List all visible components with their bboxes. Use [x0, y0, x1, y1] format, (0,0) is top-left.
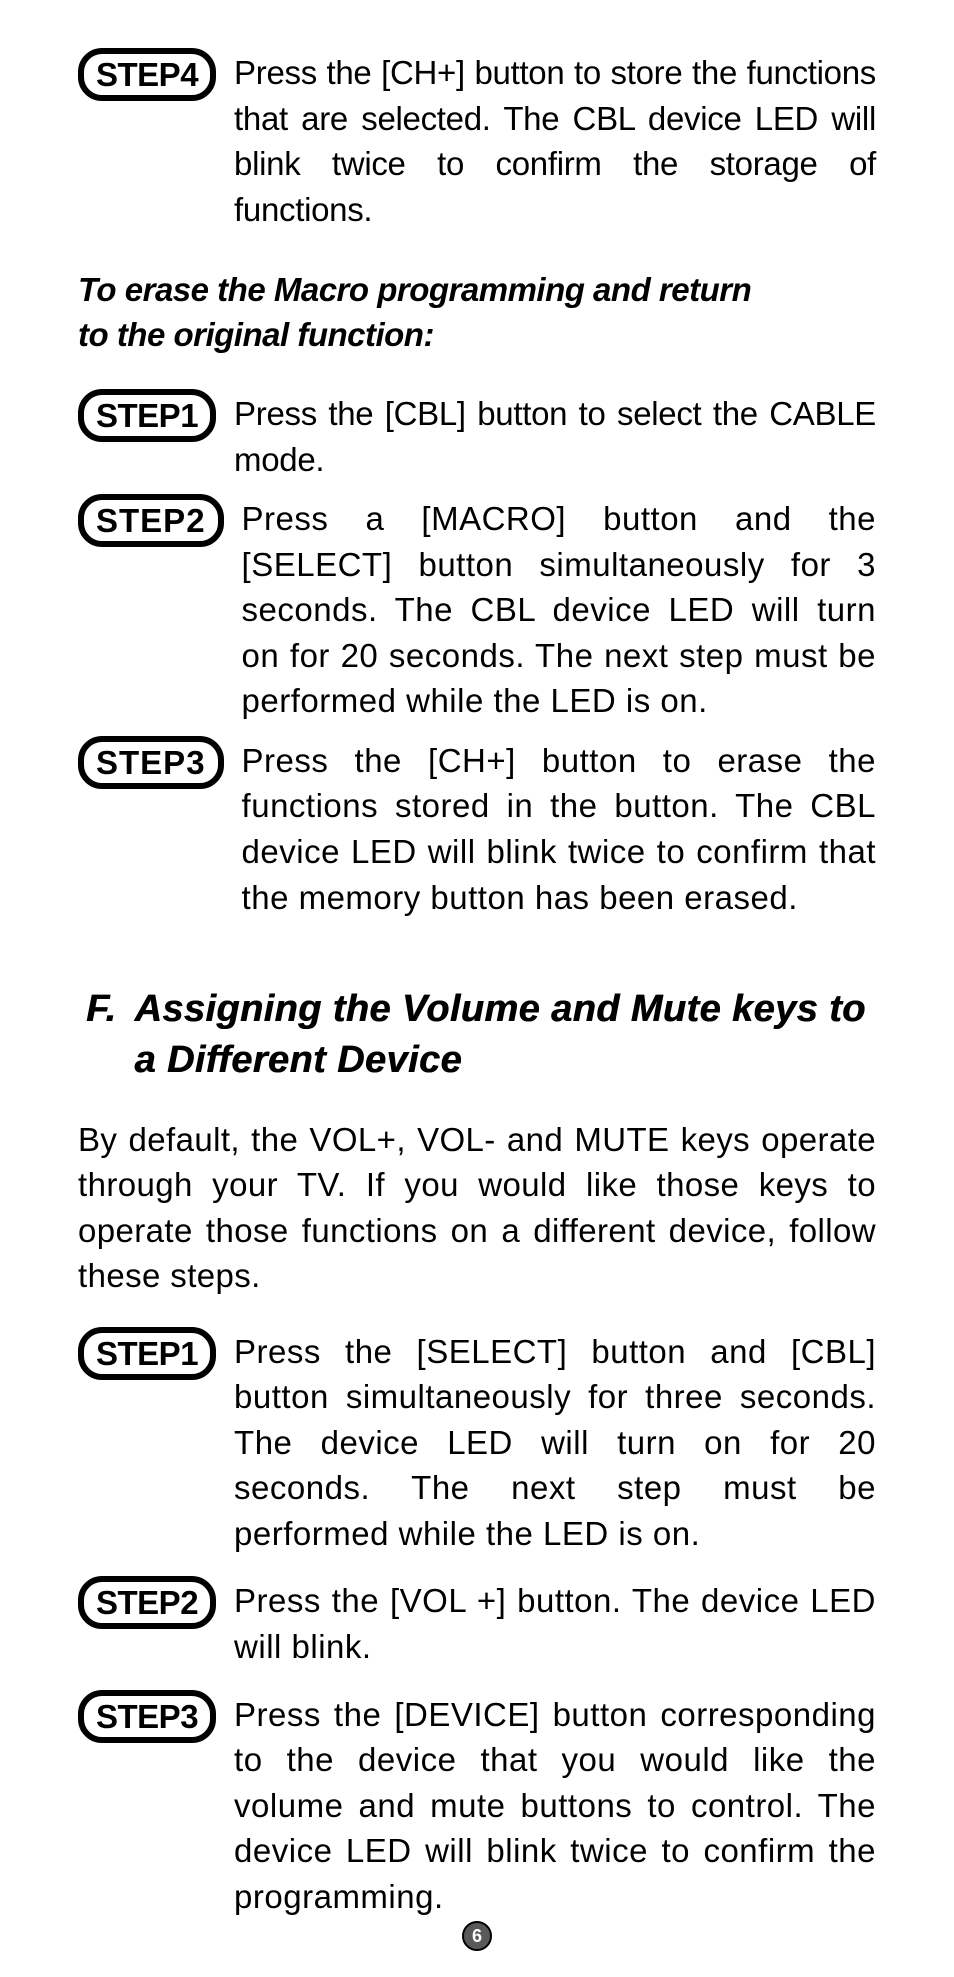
- step-row: STEP1 Press the [CBL] button to select t…: [78, 387, 876, 482]
- page-number-badge: 6: [462, 1921, 492, 1951]
- step-text: Press the [CH+] button to erase the func…: [242, 734, 876, 920]
- step-row: STEP3 Press the [CH+] button to erase th…: [78, 734, 876, 920]
- step-text: Press a [MACRO] button and the [SELECT] …: [242, 492, 876, 724]
- step-badge: STEP2: [78, 1576, 216, 1629]
- section-prefix: F.: [78, 984, 134, 1087]
- document-page: STEP4 Press the [CH+] button to store th…: [0, 0, 954, 1977]
- step-text: Press the [CBL] button to select the CAB…: [234, 387, 876, 482]
- step-badge: STEP2: [78, 494, 224, 547]
- step-row: STEP3 Press the [DEVICE] button correspo…: [78, 1688, 876, 1920]
- step-badge: STEP3: [78, 736, 224, 789]
- step-text: Press the [VOL +] button. The device LED…: [234, 1574, 876, 1669]
- step-row: STEP1 Press the [SELECT] button and [CBL…: [78, 1325, 876, 1557]
- step-badge: STEP3: [78, 1690, 216, 1743]
- step-row: STEP2 Press the [VOL +] button. The devi…: [78, 1574, 876, 1669]
- step-badge: STEP4: [78, 48, 216, 101]
- step-text: Press the [CH+] button to store the func…: [234, 46, 876, 232]
- step-text: Press the [SELECT] button and [CBL] butt…: [234, 1325, 876, 1557]
- page-number-container: 6: [0, 1921, 954, 1951]
- subheading-erase-macro: To erase the Macro programming and retur…: [78, 268, 876, 357]
- section-title: Assigning the Volume and Mute keys to a …: [134, 984, 876, 1087]
- section-heading-f: F. Assigning the Volume and Mute keys to…: [78, 984, 876, 1087]
- step-row: STEP4 Press the [CH+] button to store th…: [78, 46, 876, 232]
- step-badge: STEP1: [78, 1327, 216, 1380]
- step-badge: STEP1: [78, 389, 216, 442]
- step-text: Press the [DEVICE] button corresponding …: [234, 1688, 876, 1920]
- step-row: STEP2 Press a [MACRO] button and the [SE…: [78, 492, 876, 724]
- section-intro: By default, the VOL+, VOL- and MUTE keys…: [78, 1117, 876, 1299]
